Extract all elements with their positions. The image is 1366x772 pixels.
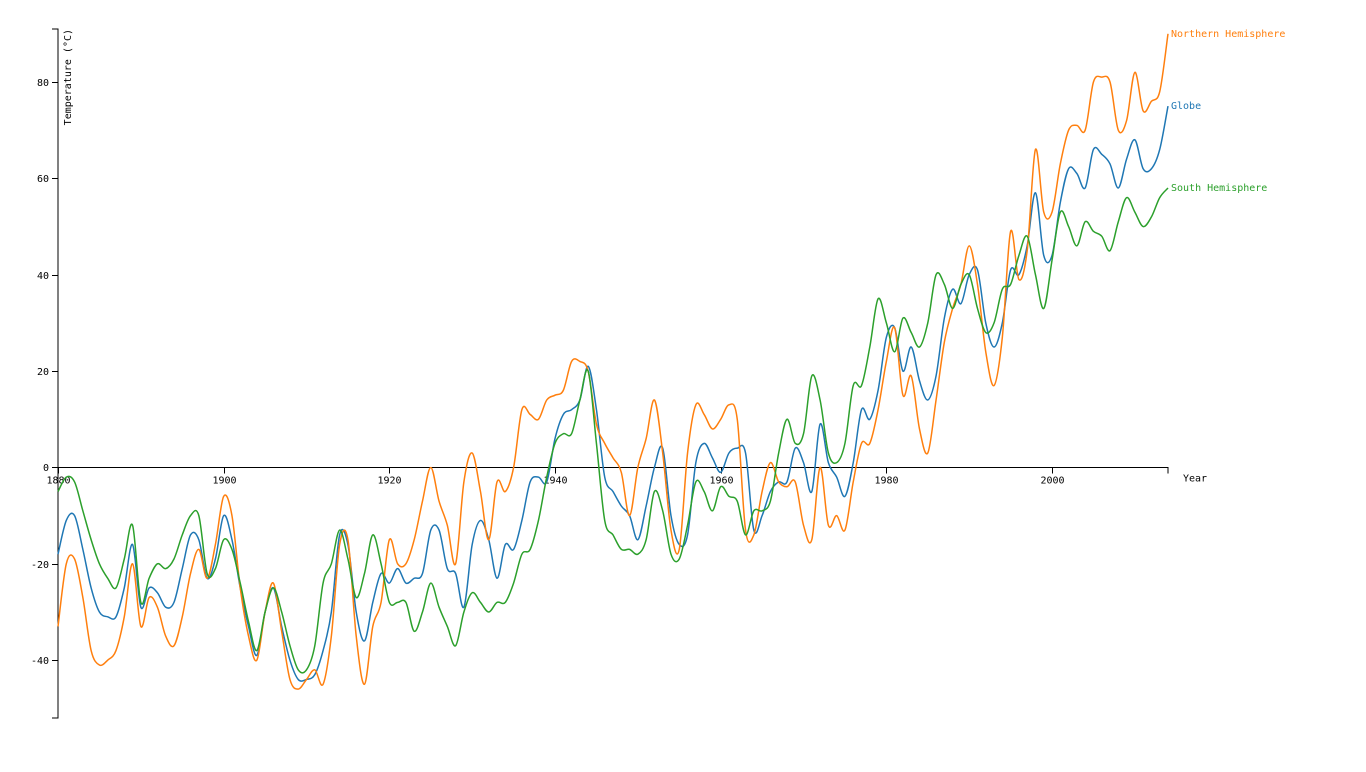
y-tick-label: -40 — [31, 656, 49, 667]
line — [57, 105, 1169, 682]
series-label: South Hemisphere — [1171, 183, 1267, 194]
y-axis-line — [52, 28, 59, 719]
series-label: Northern Hemisphere — [1171, 29, 1285, 40]
x-tick-label: 1880 — [46, 476, 70, 487]
y-tick-label: 0 — [43, 463, 49, 474]
y-tick-label: 80 — [37, 78, 49, 89]
y-tick-label: 40 — [37, 271, 49, 282]
x-tick-label: 1960 — [709, 476, 733, 487]
series-label: Globe — [1171, 101, 1201, 112]
y-tick-label: 20 — [37, 367, 49, 378]
x-tick-label: 1980 — [874, 476, 898, 487]
x-tick-label: 1900 — [212, 476, 236, 487]
x-tick-label: 2000 — [1040, 476, 1064, 487]
line — [57, 187, 1169, 674]
axes — [52, 28, 1169, 719]
x-axis-label: Year — [1183, 474, 1207, 485]
y-axis-label: Temperature (°C) — [63, 29, 74, 125]
x-tick-label: 1920 — [377, 476, 401, 487]
y-tick-label: -20 — [31, 560, 49, 571]
x-tick-label: 1940 — [543, 476, 567, 487]
line — [57, 33, 1169, 690]
y-tick-label: 60 — [37, 174, 49, 185]
